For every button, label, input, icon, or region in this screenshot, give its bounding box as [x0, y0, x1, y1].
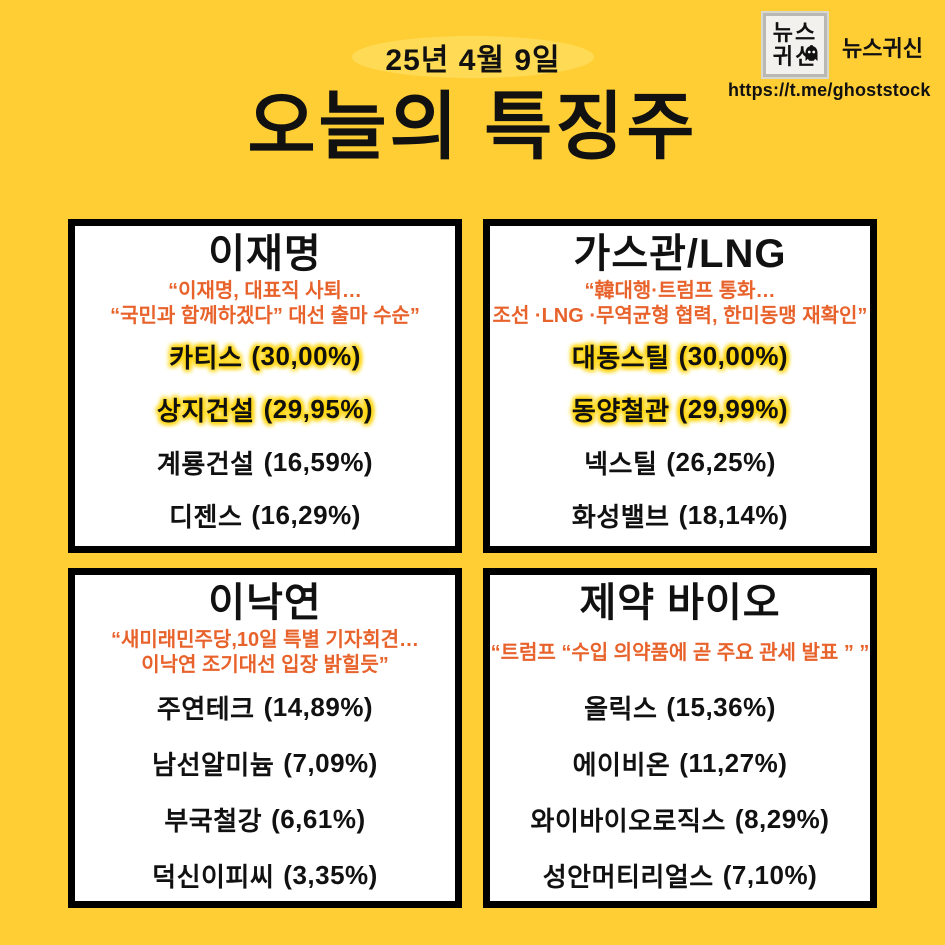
stock-list: 올릭스 (15,36%) 에이비온 (11,27%) 와이바이오로직스 (8,2… [490, 679, 870, 901]
card-title: 가스관/LNG [573, 232, 787, 276]
stock-change: (7,09%) [283, 747, 378, 778]
card-lee-jae-myung: 이재명 “이재명, 대표직 사퇴… “국민과 함께하겠다” 대선 출마 수순” … [68, 219, 462, 553]
stock-list: 카티스 (30,00%) 상지건설 (29,95%) 계룡건설 (16,59%)… [75, 330, 455, 542]
logo-text-top: 뉴스 [772, 20, 818, 45]
stock-name: 상지건설 [156, 396, 255, 426]
stock-item: 남선알미늄 (7,09%) [75, 735, 455, 791]
stock-item: 와이바이오로직스 (8,29%) [490, 791, 870, 847]
stock-name: 디젠스 [169, 502, 243, 532]
subtitle-line: “韓대행·트럼프 통화… [584, 280, 776, 302]
stock-change: (7,10%) [722, 859, 818, 890]
card-subtitle: “이재명, 대표직 사퇴… “국민과 함께하겠다” 대선 출마 수순” [75, 278, 455, 330]
stock-item: 에이비온 (11,27%) [490, 735, 870, 791]
stock-change: (29,95%) [263, 394, 374, 424]
stock-item: 화성밸브 (18,14%) [490, 489, 870, 542]
stock-change: (18,14%) [678, 500, 789, 530]
stock-name: 화성밸브 [571, 502, 670, 532]
stock-item: 덕신이피씨 (3,35%) [75, 847, 455, 901]
stock-change: (16,29%) [251, 500, 361, 530]
stock-name: 남선알미늄 [152, 749, 275, 780]
stock-change: (3,35%) [283, 859, 378, 890]
stock-name: 넥스틸 [584, 449, 658, 479]
stock-name: 와이바이오로직스 [530, 805, 726, 836]
stock-item: 올릭스 (15,36%) [490, 679, 870, 735]
stock-list: 대동스틸 (30,00%) 동양철관 (29,99%) 넥스틸 (26,25%)… [490, 330, 870, 542]
card-subtitle: “트럼프 “수입 의약품에 곧 주요 관세 발표 ” ” [490, 627, 870, 679]
stock-name: 대동스틸 [571, 343, 670, 373]
stock-change: (30,00%) [678, 341, 789, 371]
stock-item: 부국철강 (6,61%) [75, 791, 455, 847]
card-gas-lng: 가스관/LNG “韓대행·트럼프 통화… 조선 ·LNG ·무역균형 협력, 한… [483, 219, 877, 553]
stock-item: 계룡건설 (16,59%) [75, 436, 455, 489]
date-text: 25년 4월 9일 [385, 44, 561, 77]
subtitle-line: 조선 ·LNG ·무역균형 협력, 한미동맹 재확인” [492, 305, 868, 327]
brand-logo: 뉴스 귀신 [763, 13, 827, 77]
subtitle-line: “새미래민주당,10일 특별 기자회견… [110, 629, 420, 651]
card-subtitle: “새미래민주당,10일 특별 기자회견… 이낙연 조기대선 입장 밝힐듯” [75, 627, 455, 679]
card-lee-nak-yeon: 이낙연 “새미래민주당,10일 특별 기자회견… 이낙연 조기대선 입장 밝힐듯… [68, 568, 462, 908]
stock-item: 디젠스 (16,29%) [75, 489, 455, 542]
card-subtitle: “韓대행·트럼프 통화… 조선 ·LNG ·무역균형 협력, 한미동맹 재확인” [490, 278, 870, 330]
subtitle-line: 이낙연 조기대선 입장 밝힐듯” [141, 654, 389, 676]
subtitle-line: “국민과 함께하겠다” 대선 출마 수순” [110, 305, 420, 327]
brand-name: 뉴스귀신 [842, 36, 923, 61]
stock-name: 주연테크 [156, 693, 255, 724]
stock-name: 에이비온 [572, 749, 671, 780]
stock-change: (11,27%) [679, 747, 788, 778]
stock-name: 올릭스 [584, 693, 658, 724]
stock-name: 성안머티리얼스 [542, 861, 714, 892]
page-title: 오늘의 특징주 [247, 85, 698, 168]
stock-item: 성안머티리얼스 (7,10%) [490, 847, 870, 901]
stock-item: 상지건설 (29,95%) [75, 383, 455, 436]
stock-change: (8,29%) [734, 803, 830, 834]
card-title: 제약 바이오 [579, 581, 781, 625]
stock-name: 동양철관 [571, 396, 670, 426]
card-pharma-bio: 제약 바이오 “트럼프 “수입 의약품에 곧 주요 관세 발표 ” ” 올릭스 … [483, 568, 877, 908]
date-badge: 25년 4월 9일 [352, 36, 594, 78]
stock-change: (16,59%) [263, 447, 374, 477]
stock-item: 동양철관 (29,99%) [490, 383, 870, 436]
stock-change: (14,89%) [263, 691, 374, 722]
stock-item: 카티스 (30,00%) [75, 330, 455, 383]
ghost-icon [804, 45, 819, 67]
subtitle-line: “이재명, 대표직 사퇴… [168, 280, 362, 302]
stock-change: (6,61%) [271, 803, 366, 834]
stock-item: 주연테크 (14,89%) [75, 679, 455, 735]
stock-name: 부국철강 [164, 805, 263, 836]
card-title: 이재명 [208, 232, 322, 276]
stock-change: (26,25%) [666, 447, 776, 477]
stock-item: 넥스틸 (26,25%) [490, 436, 870, 489]
stock-name: 카티스 [169, 343, 243, 373]
stock-name: 계룡건설 [156, 449, 255, 479]
stock-item: 대동스틸 (30,00%) [490, 330, 870, 383]
brand-telegram-url: https://t.me/ghoststock [728, 80, 931, 100]
stock-name: 덕신이피씨 [152, 861, 275, 892]
subtitle-line: “트럼프 “수입 의약품에 곧 주요 관세 발표 ” ” [490, 641, 870, 664]
stock-change: (29,99%) [678, 394, 789, 424]
stock-change: (30,00%) [251, 341, 361, 371]
card-title: 이낙연 [208, 581, 322, 625]
stock-change: (15,36%) [666, 691, 776, 722]
stock-list: 주연테크 (14,89%) 남선알미늄 (7,09%) 부국철강 (6,61%)… [75, 679, 455, 901]
